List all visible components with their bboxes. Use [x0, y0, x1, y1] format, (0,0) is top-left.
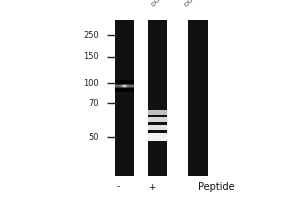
- Bar: [130, 80, 131, 92]
- Bar: [115, 83, 134, 84]
- Bar: [115, 88, 134, 89]
- Bar: [115, 87, 134, 88]
- Bar: [148, 124, 167, 130]
- Bar: [148, 117, 167, 122]
- Bar: [115, 90, 134, 91]
- Bar: [125, 80, 126, 92]
- Bar: [126, 80, 128, 92]
- Bar: [115, 82, 134, 83]
- Text: Peptide: Peptide: [198, 182, 234, 192]
- Bar: [115, 86, 134, 87]
- Bar: [115, 89, 134, 90]
- Bar: [133, 80, 134, 92]
- Text: 50: 50: [88, 133, 99, 142]
- Bar: [148, 20, 167, 176]
- Bar: [116, 80, 117, 92]
- Text: 70: 70: [88, 98, 99, 108]
- Text: -: -: [117, 183, 120, 192]
- Bar: [115, 85, 134, 86]
- Bar: [119, 80, 120, 92]
- Bar: [120, 80, 121, 92]
- Bar: [117, 80, 118, 92]
- Bar: [188, 20, 208, 176]
- Bar: [129, 80, 130, 92]
- Bar: [131, 80, 132, 92]
- Bar: [115, 84, 134, 85]
- Bar: [118, 80, 119, 92]
- Bar: [123, 80, 124, 92]
- Text: +: +: [148, 183, 155, 192]
- Text: 100: 100: [83, 78, 99, 88]
- Bar: [115, 20, 134, 176]
- Bar: [115, 80, 134, 81]
- Bar: [132, 80, 133, 92]
- Bar: [115, 91, 134, 92]
- Bar: [115, 80, 116, 92]
- Text: 150: 150: [83, 52, 99, 61]
- Text: DU 145: DU 145: [151, 0, 171, 8]
- Text: 250: 250: [83, 30, 99, 40]
- Text: DU 145: DU 145: [184, 0, 204, 8]
- Bar: [148, 110, 167, 115]
- Bar: [148, 133, 167, 141]
- Bar: [115, 81, 134, 82]
- Bar: [128, 80, 129, 92]
- Bar: [121, 80, 122, 92]
